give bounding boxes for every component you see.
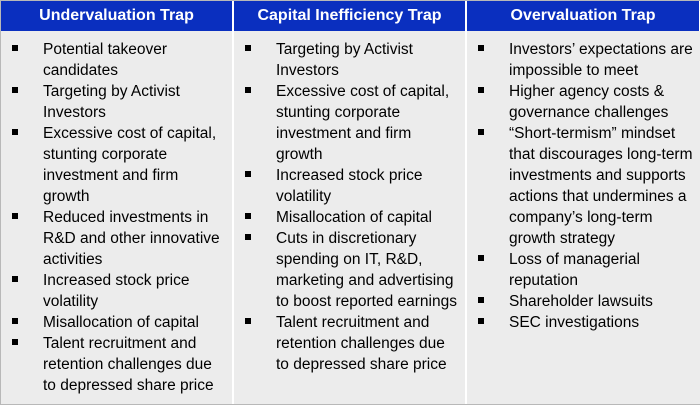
list-item-text: Misallocation of capital — [276, 209, 432, 226]
column-header-capital-inefficiency: Capital Inefficiency Trap — [234, 1, 467, 31]
list-item-text: Targeting by Activist Investors — [43, 83, 180, 121]
square-bullet-icon — [12, 45, 18, 51]
square-bullet-icon — [478, 87, 484, 93]
list-item: Excessive cost of capital, stunting corp… — [1, 123, 226, 207]
list-item-text: Excessive cost of capital, stunting corp… — [43, 125, 217, 205]
square-bullet-icon — [12, 213, 18, 219]
list-item: Targeting by Activist Investors — [234, 39, 459, 81]
list-item-text: Talent recruitment and retention challen… — [276, 314, 447, 373]
list-item: Loss of managerial reputation — [467, 249, 695, 291]
list-item: Talent recruitment and retention challen… — [1, 333, 226, 396]
list-item: Potential takeover candidates — [1, 39, 226, 81]
list-item: Cuts in discretionary spending on IT, R&… — [234, 228, 459, 312]
list-item-text: Loss of managerial reputation — [509, 251, 640, 289]
list-item: Shareholder lawsuits — [467, 291, 695, 312]
bullet-list: Potential takeover candidates Targeting … — [1, 39, 226, 396]
square-bullet-icon — [245, 45, 251, 51]
square-bullet-icon — [245, 318, 251, 324]
column-undervaluation: Potential takeover candidates Targeting … — [1, 31, 234, 404]
list-item: SEC investigations — [467, 312, 695, 333]
list-item-text: Excessive cost of capital, stunting corp… — [276, 83, 450, 163]
list-item: Increased stock price volatility — [1, 270, 226, 312]
square-bullet-icon — [12, 318, 18, 324]
list-item-text: Increased stock price volatility — [43, 272, 190, 310]
square-bullet-icon — [478, 45, 484, 51]
column-header-undervaluation: Undervaluation Trap — [1, 1, 234, 31]
list-item-text: Potential takeover candidates — [43, 41, 168, 79]
list-item: Reduced investments in R&D and other inn… — [1, 207, 226, 270]
square-bullet-icon — [12, 276, 18, 282]
list-item: Increased stock price volatility — [234, 165, 459, 207]
square-bullet-icon — [12, 339, 18, 345]
list-item: “Short-termism” mindset that discourages… — [467, 123, 695, 249]
square-bullet-icon — [245, 234, 251, 240]
square-bullet-icon — [478, 297, 484, 303]
square-bullet-icon — [245, 213, 251, 219]
square-bullet-icon — [478, 318, 484, 324]
list-item: Misallocation of capital — [1, 312, 226, 333]
square-bullet-icon — [12, 129, 18, 135]
list-item-text: Shareholder lawsuits — [509, 293, 653, 310]
list-item: Investors’ expectations are impossible t… — [467, 39, 695, 81]
list-item-text: Increased stock price volatility — [276, 167, 423, 205]
list-item-text: Reduced investments in R&D and other inn… — [43, 209, 220, 268]
list-item-text: Investors’ expectations are impossible t… — [509, 41, 693, 79]
list-item: Higher agency costs & governance challen… — [467, 81, 695, 123]
list-item-text: Misallocation of capital — [43, 314, 199, 331]
square-bullet-icon — [12, 87, 18, 93]
list-item: Misallocation of capital — [234, 207, 459, 228]
bullet-list: Targeting by Activist Investors Excessiv… — [234, 39, 459, 375]
square-bullet-icon — [245, 87, 251, 93]
column-overvaluation: Investors’ expectations are impossible t… — [467, 31, 700, 404]
list-item: Excessive cost of capital, stunting corp… — [234, 81, 459, 165]
list-item-text: Cuts in discretionary spending on IT, R&… — [276, 230, 457, 310]
list-item-text: Targeting by Activist Investors — [276, 41, 413, 79]
list-item-text: Higher agency costs & governance challen… — [509, 83, 669, 121]
column-capital-inefficiency: Targeting by Activist Investors Excessiv… — [234, 31, 467, 404]
list-item-text: “Short-termism” mindset that discourages… — [509, 125, 693, 247]
square-bullet-icon — [478, 129, 484, 135]
list-item-text: SEC investigations — [509, 314, 640, 331]
square-bullet-icon — [245, 171, 251, 177]
bullet-list: Investors’ expectations are impossible t… — [467, 39, 695, 333]
square-bullet-icon — [478, 255, 484, 261]
list-item: Targeting by Activist Investors — [1, 81, 226, 123]
list-item-text: Talent recruitment and retention challen… — [43, 335, 214, 394]
column-header-overvaluation: Overvaluation Trap — [467, 1, 700, 31]
list-item: Talent recruitment and retention challen… — [234, 312, 459, 375]
